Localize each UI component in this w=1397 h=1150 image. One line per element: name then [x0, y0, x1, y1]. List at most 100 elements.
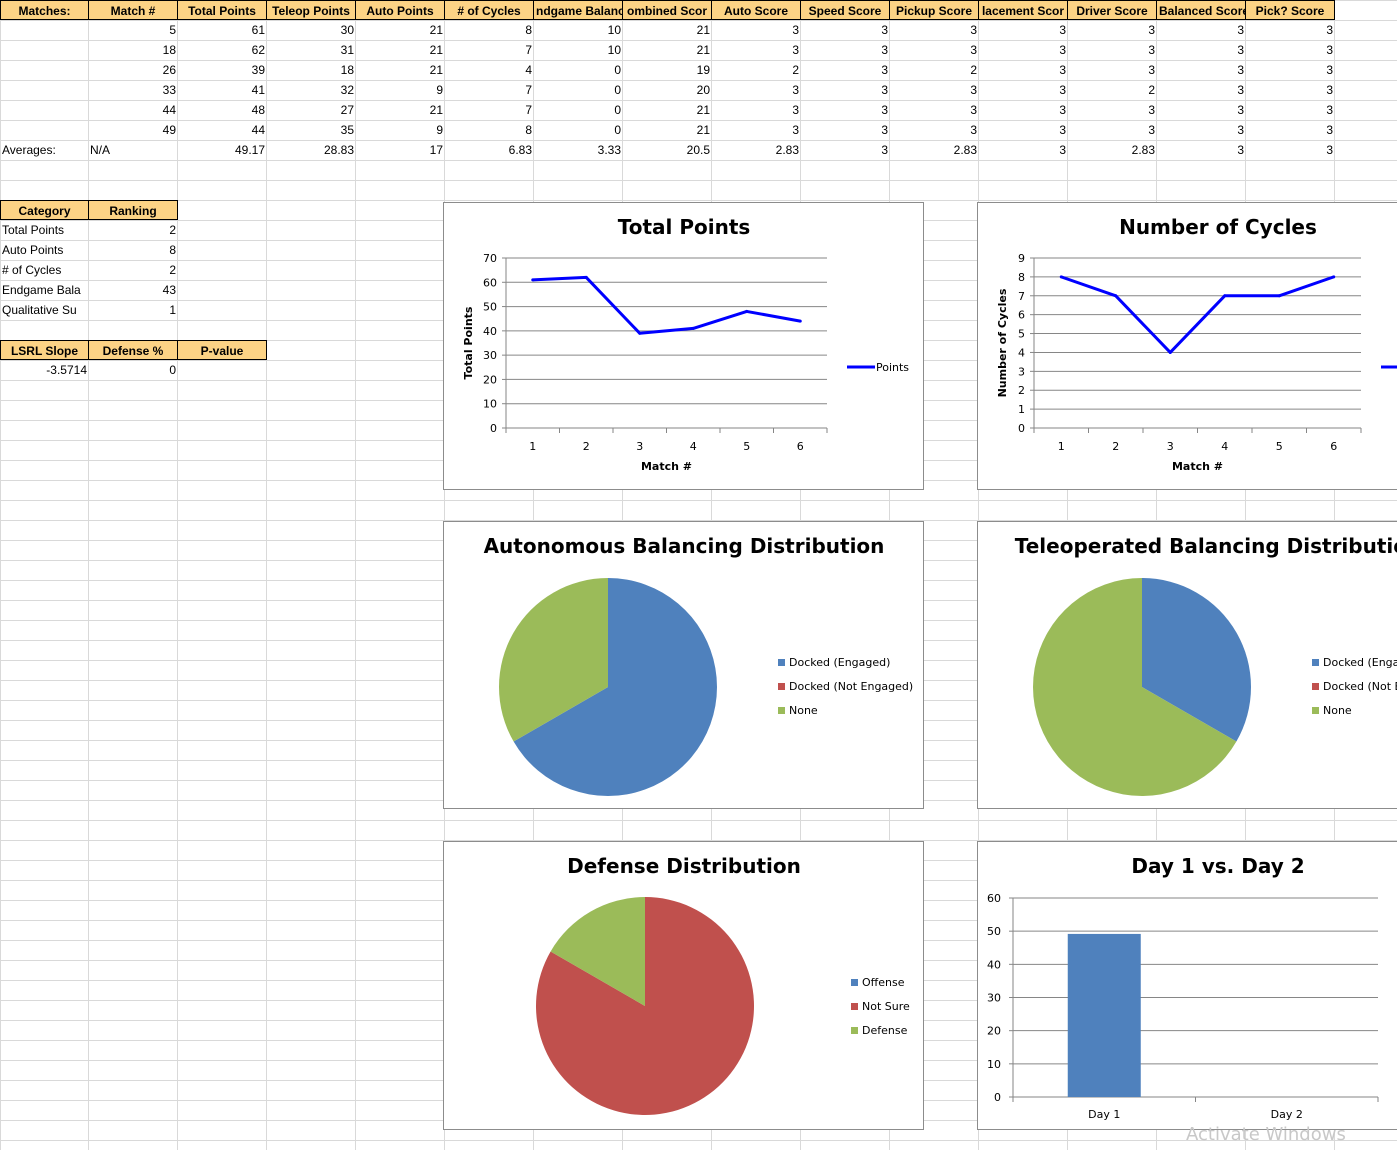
data-cell[interactable]: 48	[251, 103, 265, 117]
column-header[interactable]: Auto Score	[711, 0, 801, 20]
average-cell[interactable]: 28.83	[323, 143, 354, 157]
ranking-category[interactable]: Auto Points	[2, 243, 64, 257]
data-cell[interactable]: 3	[1326, 123, 1333, 137]
data-cell[interactable]: 30	[340, 23, 354, 37]
average-cell[interactable]: 3	[1237, 143, 1244, 157]
data-cell[interactable]: 21	[429, 103, 443, 117]
teleoperated-balancing-chart[interactable]: Teleoperated Balancing Distribution Docke…	[977, 521, 1397, 809]
data-cell[interactable]: 3	[1059, 123, 1066, 137]
ranking-value[interactable]: 2	[169, 223, 176, 237]
data-cell[interactable]	[0, 120, 89, 140]
average-cell[interactable]: 2.83	[953, 143, 977, 157]
data-cell[interactable]: 2	[792, 63, 799, 77]
data-cell[interactable]: 3	[792, 123, 799, 137]
data-cell[interactable]: 3	[792, 83, 799, 97]
number-of-cycles-chart[interactable]: Number of Cycles 0 1 2 3 4 5 6 7 8 9 1 2 3 4 5 6 Match # N…	[977, 202, 1397, 490]
data-cell[interactable]: 7	[525, 43, 532, 57]
data-cell[interactable]: 26	[162, 63, 176, 77]
ranking-value[interactable]: 8	[169, 243, 176, 257]
data-cell[interactable]: 7	[525, 103, 532, 117]
data-cell[interactable]: 19	[696, 63, 710, 77]
data-cell[interactable]: 3	[881, 123, 888, 137]
data-cell[interactable]: 21	[696, 43, 710, 57]
data-cell[interactable]: 0	[614, 123, 621, 137]
data-cell[interactable]: 3	[792, 103, 799, 117]
data-cell[interactable]: 21	[429, 23, 443, 37]
stats-value[interactable]: 0	[169, 363, 176, 377]
column-header[interactable]: Balanced Score	[1156, 0, 1246, 20]
data-cell[interactable]: 35	[340, 123, 354, 137]
data-cell[interactable]: 27	[340, 103, 354, 117]
data-cell[interactable]: 3	[881, 103, 888, 117]
average-cell[interactable]: 6.83	[508, 143, 532, 157]
column-header[interactable]: Teleop Points	[266, 0, 356, 20]
column-header[interactable]: Total Points	[177, 0, 267, 20]
average-cell[interactable]: 3	[1326, 143, 1333, 157]
data-cell[interactable]: 3	[1326, 23, 1333, 37]
data-cell[interactable]: 3	[1326, 63, 1333, 77]
data-cell[interactable]: 3	[1148, 63, 1155, 77]
data-cell[interactable]: 3	[1237, 83, 1244, 97]
ranking-category[interactable]: Total Points	[2, 223, 65, 237]
ranking-value[interactable]: 2	[169, 263, 176, 277]
data-cell[interactable]: 18	[162, 43, 176, 57]
data-cell[interactable]: 33	[162, 83, 176, 97]
data-cell[interactable]: 3	[1059, 23, 1066, 37]
data-cell[interactable]: 3	[1237, 43, 1244, 57]
data-cell[interactable]: 61	[251, 23, 265, 37]
ranking-value[interactable]: 43	[162, 283, 176, 297]
column-header[interactable]: # of Cycles	[444, 0, 534, 20]
data-cell[interactable]: 49	[162, 123, 176, 137]
data-cell[interactable]: 8	[525, 123, 532, 137]
data-cell[interactable]	[0, 100, 89, 120]
data-cell[interactable]: 0	[614, 83, 621, 97]
data-cell[interactable]: 3	[1148, 23, 1155, 37]
data-cell[interactable]: 3	[1326, 103, 1333, 117]
column-header[interactable]: lacement Scor	[978, 0, 1068, 20]
data-cell[interactable]: 18	[340, 63, 354, 77]
data-cell[interactable]: 3	[1326, 43, 1333, 57]
data-cell[interactable]: 3	[881, 23, 888, 37]
data-cell[interactable]: 3	[1059, 43, 1066, 57]
data-cell[interactable]: 31	[340, 43, 354, 57]
data-cell[interactable]: 3	[970, 23, 977, 37]
data-cell[interactable]: 3	[792, 43, 799, 57]
data-cell[interactable]: 7	[525, 83, 532, 97]
data-cell[interactable]	[0, 60, 89, 80]
data-cell[interactable]	[0, 80, 89, 100]
data-cell[interactable]: 3	[1148, 103, 1155, 117]
stats-value[interactable]	[177, 360, 267, 380]
ranking-category[interactable]: Qualitative Su	[2, 303, 77, 317]
data-cell[interactable]	[0, 40, 89, 60]
averages-label[interactable]: Averages:	[2, 143, 56, 157]
average-cell[interactable]: N/A	[90, 143, 111, 157]
data-cell[interactable]: 3	[1148, 123, 1155, 137]
column-header[interactable]: Pick? Score	[1245, 0, 1335, 20]
average-cell[interactable]: 49.17	[234, 143, 265, 157]
ranking-value[interactable]: 1	[169, 303, 176, 317]
data-cell[interactable]: 39	[251, 63, 265, 77]
data-cell[interactable]: 4	[525, 63, 532, 77]
data-cell[interactable]: 44	[162, 103, 176, 117]
data-cell[interactable]: 21	[696, 23, 710, 37]
data-cell[interactable]: 3	[1326, 83, 1333, 97]
column-header[interactable]: ombined Scor	[622, 0, 712, 20]
data-cell[interactable]: 10	[607, 43, 621, 57]
data-cell[interactable]: 44	[251, 123, 265, 137]
column-header[interactable]: Speed Score	[800, 0, 890, 20]
column-header[interactable]: Match #	[88, 0, 178, 20]
defense-distribution-chart[interactable]: Defense Distribution Offense Not Sure Defen…	[443, 841, 924, 1130]
data-cell[interactable]: 3	[1059, 103, 1066, 117]
average-cell[interactable]: 3	[1059, 143, 1066, 157]
data-cell[interactable]: 32	[340, 83, 354, 97]
data-cell[interactable]: 3	[1237, 103, 1244, 117]
ranking-header[interactable]: Category	[0, 200, 89, 220]
data-cell[interactable]: 3	[1237, 123, 1244, 137]
stats-header[interactable]: LSRL Slope	[0, 340, 89, 360]
data-cell[interactable]: 3	[970, 43, 977, 57]
stats-header[interactable]: P-value	[177, 340, 267, 360]
data-cell[interactable]: 3	[970, 123, 977, 137]
data-cell[interactable]: 8	[525, 23, 532, 37]
data-cell[interactable]: 21	[696, 123, 710, 137]
data-cell[interactable]: 3	[1059, 83, 1066, 97]
